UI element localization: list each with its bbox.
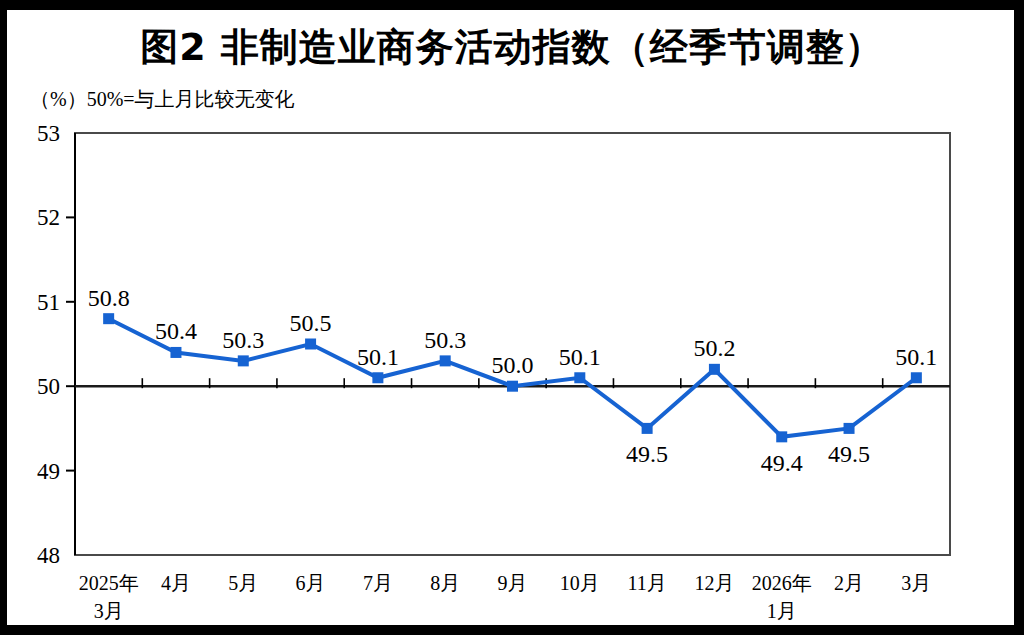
- x-tick-label: 9月: [498, 572, 528, 594]
- data-point-marker: [507, 381, 518, 392]
- data-point-marker: [574, 372, 585, 383]
- data-point-marker: [776, 431, 787, 442]
- x-tick-label: 3月: [901, 572, 931, 594]
- data-point-marker: [642, 423, 653, 434]
- x-tick-label: 4月: [161, 572, 191, 594]
- data-point-marker: [238, 355, 249, 366]
- x-tick-label: 2025年3月: [79, 572, 139, 622]
- data-label: 50.5: [290, 310, 332, 336]
- y-tick-label: 53: [37, 121, 60, 146]
- x-tick-label: 10月: [560, 572, 600, 594]
- x-tick-label: 8月: [430, 572, 460, 594]
- x-tick-label: 2026年1月: [752, 572, 812, 622]
- x-tick-label: 5月: [228, 572, 258, 594]
- data-label: 49.5: [828, 441, 870, 467]
- y-tick-label: 49: [37, 459, 60, 484]
- y-tick-label: 50: [37, 374, 60, 399]
- data-label: 50.8: [88, 285, 130, 311]
- y-axis: 48 49 50 51 52 53: [37, 121, 75, 568]
- y-tick-label: 52: [37, 205, 60, 230]
- x-tick-label: 2月: [834, 572, 864, 594]
- data-label: 50.3: [424, 327, 466, 353]
- x-tick-label: 11月: [627, 572, 666, 594]
- plot-area-frame: [75, 133, 950, 555]
- data-label: 50.2: [693, 335, 735, 361]
- data-label: 50.3: [222, 327, 264, 353]
- data-label: 50.1: [357, 344, 399, 370]
- x-axis-labels: 2025年3月 4月 5月 6月 7月 8月 9月 10月 11月 12月 2026年1月 2月 3月: [79, 572, 932, 622]
- data-point-marker: [305, 339, 316, 350]
- data-label: 50.0: [492, 352, 534, 378]
- data-label: 50.1: [895, 344, 937, 370]
- data-label: 49.4: [761, 450, 803, 476]
- x-tick-label: 6月: [296, 572, 326, 594]
- data-point-marker: [440, 355, 451, 366]
- chart-canvas: 48 49 50 51 52 53 50.8 50.4 50.3 50.5 50.1 50.3 50.0…: [0, 0, 1024, 635]
- chart-figure: 图2 非制造业商务活动指数（经季节调整） （%）50%=与上月比较无变化 484…: [0, 0, 1024, 635]
- x-tick-label: 12月: [694, 572, 734, 594]
- data-point-marker: [709, 364, 720, 375]
- data-point-marker: [372, 372, 383, 383]
- data-point-marker: [170, 347, 181, 358]
- data-labels: 50.8 50.4 50.3 50.5 50.1 50.3 50.0 50.1 49.5 50.2…: [88, 285, 938, 476]
- data-label: 50.4: [155, 318, 197, 344]
- y-tick-label: 51: [37, 290, 60, 315]
- data-label: 49.5: [626, 441, 668, 467]
- data-point-marker: [103, 313, 114, 324]
- data-point-marker: [844, 423, 855, 434]
- data-point-marker: [911, 372, 922, 383]
- y-tick-label: 48: [37, 543, 60, 568]
- x-tick-label: 7月: [363, 572, 393, 594]
- data-label: 50.1: [559, 344, 601, 370]
